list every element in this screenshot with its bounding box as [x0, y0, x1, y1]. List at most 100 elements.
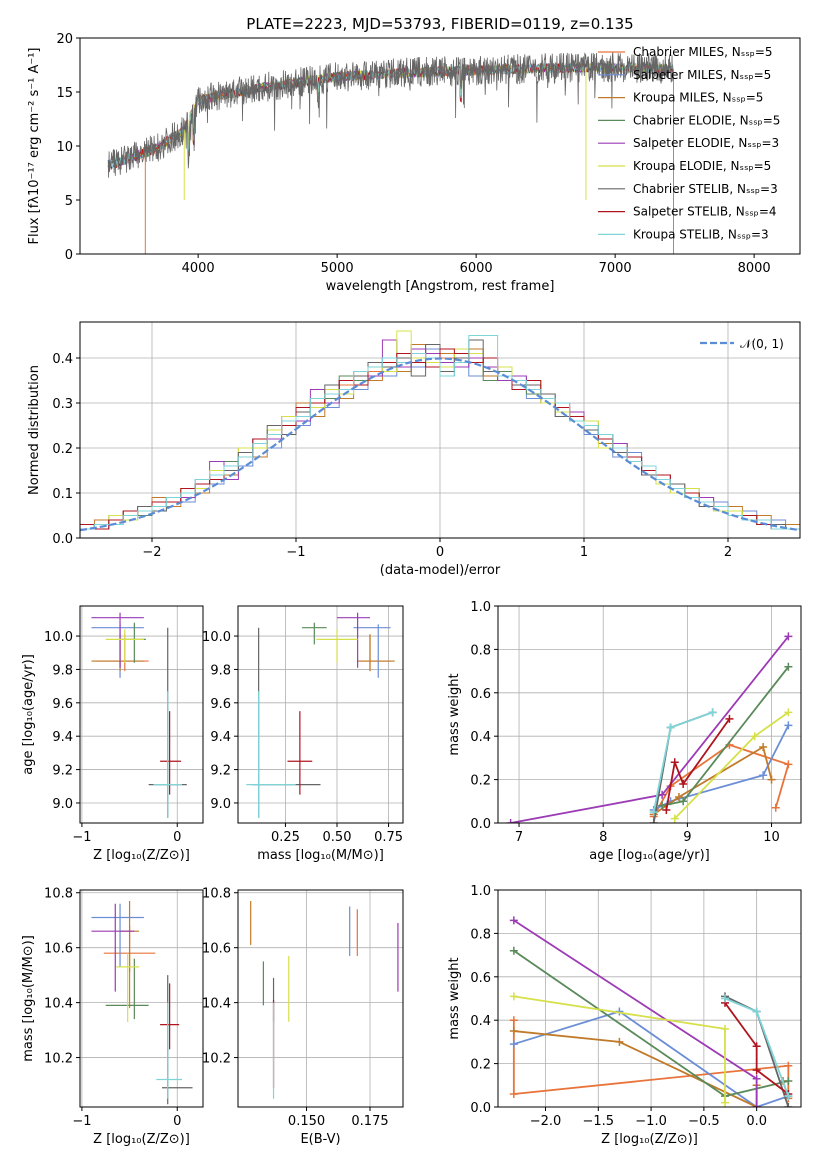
errorbar-point-5: [91, 903, 135, 992]
legend-entry: Chabrier MILES, Nₛₛₚ=5: [633, 45, 773, 59]
y-tick-label: 0.6: [470, 971, 491, 986]
weight-marker: [649, 808, 658, 817]
weight-marker: [752, 1042, 761, 1051]
weight-series-8: [724, 1002, 789, 1095]
x-tick-label: 6000: [460, 261, 493, 276]
weight-marker: [674, 792, 683, 801]
weight-marker: [509, 1016, 518, 1025]
y-tick-label: 9.0: [52, 797, 73, 812]
y-axis-label: Flux [fλ10⁻¹⁷ erg cm⁻² s⁻¹ A⁻¹]: [27, 48, 42, 245]
x-tick-label: 0.175: [351, 1114, 388, 1129]
weight-marker: [679, 797, 688, 806]
x-tick-label: 1: [580, 545, 588, 560]
errorbar-point-8: [160, 711, 182, 795]
weight-marker: [784, 662, 793, 671]
weight-series-8: [665, 718, 731, 811]
weight-marker: [509, 1027, 518, 1036]
plot-area: [246, 612, 395, 818]
errorbar-point-9: [156, 1002, 183, 1099]
x-tick-label: 0.50: [323, 830, 352, 845]
weight-marker: [752, 1103, 761, 1107]
panel-5: 7 8 9 10 0.0 0.2 0.4 0.6 0.8 1.0 age [log₁₀(age/yr…: [447, 600, 802, 863]
y-tick-label: 9.4: [52, 730, 73, 745]
y-axis-label: mass weight: [447, 957, 462, 1039]
y-tick-label: 9.8: [210, 663, 231, 678]
weight-series-2: [513, 1010, 789, 1107]
plot-area: [91, 612, 187, 818]
weight-marker: [759, 743, 768, 752]
axes-frame: [237, 605, 404, 824]
weight-marker: [708, 708, 717, 717]
legend-entry: Salpeter MILES, Nₛₛₚ=5: [633, 68, 771, 82]
y-tick-label: 10.6: [44, 942, 73, 957]
plot-area: [107, 52, 675, 254]
y-tick-label: 1.0: [470, 600, 491, 615]
y-tick-label: 0.4: [52, 352, 73, 367]
errorbar-point-7: [252, 627, 321, 818]
y-tick-label: 10.4: [44, 997, 73, 1012]
weight-marker: [509, 946, 518, 955]
y-tick-label: 10.8: [202, 887, 231, 902]
y-tick-label: 0.6: [470, 687, 491, 702]
panel-1: 4000 5000 6000 7000 8000 0 5 10 15 20 wavelength […: [27, 32, 801, 294]
weight-marker: [658, 801, 667, 810]
y-tick-label: 0.0: [470, 1101, 491, 1116]
y-tick-label: 0.2: [52, 442, 73, 457]
x-tick-label: 8: [599, 830, 607, 845]
y-tick-label: 9.0: [210, 797, 231, 812]
weight-marker: [509, 992, 518, 1001]
legend-entry: Kroupa MILES, Nₛₛₚ=5: [633, 91, 763, 105]
weight-marker: [784, 632, 793, 641]
x-tick-label: 10: [763, 830, 780, 845]
x-tick-label: 7: [515, 830, 523, 845]
y-axis-label: Normed distribution: [27, 365, 42, 495]
y-tick-label: 1.0: [470, 884, 491, 899]
errorbar-point-5: [337, 612, 370, 668]
x-axis-label: Z [log₁₀(Z/Z⊙)]: [93, 1132, 190, 1147]
weight-marker: [752, 1007, 761, 1016]
axes-frame: [79, 889, 204, 1108]
errorbar-point-3: [357, 634, 395, 672]
axes-frame: [79, 321, 801, 539]
axes-frame: [79, 37, 801, 255]
errorbar-point-6: [105, 629, 144, 663]
plot-area: [509, 916, 793, 1107]
y-tick-label: 0.8: [470, 927, 491, 942]
x-tick-label: 0.150: [288, 1114, 325, 1129]
x-tick-label: 8000: [738, 261, 771, 276]
x-tick-label: −2: [142, 545, 161, 560]
panel-4: 0.25 0.50 0.75 9.0 9.2 9.4 9.6 9.8 10.0 mass [log…: [202, 605, 404, 863]
y-tick-label: 0.3: [52, 397, 73, 412]
errorbar-point-4: [120, 622, 146, 663]
y-tick-label: 0.0: [52, 532, 73, 547]
weight-marker: [509, 916, 518, 925]
x-axis-label: mass [log₁₀(M/M⊙)]: [257, 848, 384, 863]
errorbar-point-2: [353, 624, 391, 678]
x-tick-label: −1.0: [635, 1114, 667, 1129]
y-tick-label: 0.4: [470, 1014, 491, 1029]
x-tick-label: 0: [436, 545, 444, 560]
errorbar-point-6: [116, 953, 140, 1022]
x-tick-label: −1: [72, 1114, 91, 1129]
weight-marker: [784, 760, 793, 769]
weight-marker: [759, 771, 768, 780]
weight-marker: [771, 803, 780, 812]
x-tick-label: −1: [72, 830, 91, 845]
y-tick-label: 9.2: [52, 764, 73, 779]
x-tick-label: 0: [173, 830, 181, 845]
plot-area: [91, 900, 193, 1105]
y-tick-label: 10.0: [44, 630, 73, 645]
weight-marker: [784, 1092, 793, 1101]
errorbar-point-8: [160, 983, 180, 1050]
y-tick-label: 0.2: [470, 1058, 491, 1073]
axes-frame: [79, 605, 204, 824]
y-tick-label: 9.2: [210, 764, 231, 779]
x-tick-label: 0.0: [746, 1114, 767, 1129]
x-axis-label: age [log₁₀(age/yr)]: [589, 848, 710, 863]
figure-title: PLATE=2223, MJD=53793, FIBERID=0119, z=0…: [246, 15, 633, 33]
weight-marker: [662, 805, 671, 814]
x-tick-label: 4000: [182, 261, 215, 276]
x-tick-label: 5000: [321, 261, 354, 276]
y-tick-label: 10.8: [44, 887, 73, 902]
